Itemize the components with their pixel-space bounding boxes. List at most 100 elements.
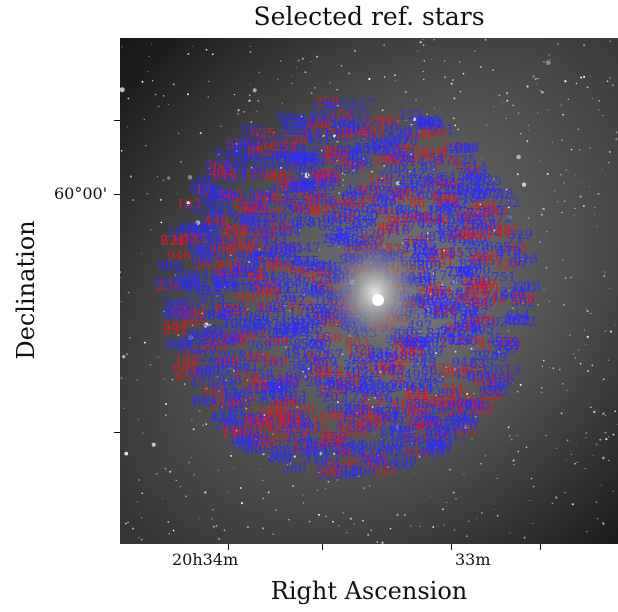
star-label-glyph: 360 (340, 400, 365, 415)
star (415, 99, 417, 102)
star (540, 213, 543, 216)
star (422, 38, 424, 41)
star-label-glyph: 183 (283, 325, 308, 340)
star (160, 221, 163, 224)
star-label-glyph: 50 (201, 341, 218, 356)
star (191, 324, 194, 327)
star (447, 340, 449, 342)
star (217, 469, 219, 471)
star (225, 379, 227, 381)
star (609, 40, 611, 42)
star (191, 418, 193, 420)
star-label-glyph: 4 (378, 221, 386, 236)
star-label-glyph: 213 (312, 109, 337, 124)
star (184, 234, 186, 236)
star-label-glyph: 819 (301, 177, 326, 192)
star-label-glyph: 560 (418, 416, 443, 431)
star-label-glyph: 648 (474, 250, 499, 265)
star (607, 359, 610, 361)
star-label-glyph: 739 (253, 278, 278, 293)
star-label-glyph: 111 (276, 282, 301, 297)
star (422, 44, 425, 47)
star-label-glyph: 353 (372, 154, 397, 169)
star (151, 80, 154, 82)
star (476, 518, 478, 520)
star (547, 109, 549, 111)
star-label-glyph: 8 (291, 342, 299, 357)
star-label-glyph: 775 (387, 426, 412, 441)
star-label-glyph: 735 (266, 407, 291, 422)
star-label-glyph: 354 (207, 302, 232, 317)
star (396, 513, 399, 516)
star-label-glyph: 71 (336, 441, 353, 456)
star (317, 471, 320, 474)
star (228, 367, 231, 370)
star (477, 211, 479, 214)
star-label-glyph: 454 (253, 189, 278, 204)
star (585, 308, 587, 310)
star (557, 43, 559, 46)
star-label-glyph: 367 (406, 419, 431, 434)
star (411, 442, 414, 445)
star-label-glyph: 7 (415, 213, 423, 228)
star-label-glyph: 989 (232, 260, 257, 275)
star (237, 109, 240, 112)
star (457, 128, 459, 131)
star-label-glyph: 106 (385, 150, 410, 165)
star-label-glyph: 977 (244, 152, 269, 167)
star-label-glyph: 848 (211, 380, 236, 395)
star (576, 444, 578, 446)
star-label-glyph: 76 (457, 267, 474, 282)
star (262, 527, 265, 530)
star-label-glyph: 854 (506, 309, 531, 324)
star (589, 406, 592, 409)
star-label-glyph: 64 (440, 170, 457, 185)
star (268, 455, 270, 458)
star (122, 355, 126, 359)
star (529, 500, 531, 501)
star-label-glyph: 909 (436, 201, 461, 216)
star-label-glyph: 47 (279, 316, 296, 331)
star-label-glyph: 432 (337, 419, 362, 434)
star (377, 179, 379, 181)
star (584, 467, 586, 469)
star (505, 188, 508, 191)
star-label-glyph: 832 (287, 416, 312, 431)
star-label-glyph: 925 (306, 350, 331, 365)
star-label-glyph: 524 (358, 448, 383, 463)
star-label-glyph: 74 (184, 203, 201, 218)
star (602, 115, 604, 116)
star-label-glyph: 487 (251, 375, 276, 390)
star (537, 78, 539, 80)
star (615, 324, 616, 326)
star-label-glyph: 365 (286, 203, 311, 218)
star (167, 176, 171, 180)
star-label-glyph: 416 (292, 441, 317, 456)
star (383, 227, 385, 229)
star-label-glyph: 947 (175, 233, 200, 248)
star-label-glyph: 140 (511, 281, 536, 296)
star-label-glyph: 195 (190, 395, 215, 410)
star-label-glyph: 310 (238, 350, 263, 365)
star (443, 309, 445, 312)
star (343, 173, 346, 176)
star-label-glyph: 673 (291, 216, 316, 231)
star-label-glyph: 71 (430, 440, 447, 455)
star-label-glyph: 789 (407, 409, 432, 424)
star (551, 502, 553, 504)
star-label-glyph: 780 (478, 389, 503, 404)
star-label-glyph: 440 (303, 442, 328, 457)
star (582, 205, 585, 208)
star (573, 214, 575, 216)
star-label-glyph: 470 (497, 245, 522, 260)
star-label-glyph: 765 (379, 411, 404, 426)
star-label-glyph: 310 (372, 458, 397, 473)
star (434, 108, 435, 109)
star-label-glyph: 521 (340, 464, 365, 479)
star (413, 117, 417, 122)
star-label-glyph: 918 (181, 309, 206, 324)
star-label-glyph: 805 (503, 241, 528, 256)
star (305, 434, 308, 437)
star-label-glyph: 548 (262, 169, 287, 184)
star-label-glyph: 216 (242, 167, 267, 182)
